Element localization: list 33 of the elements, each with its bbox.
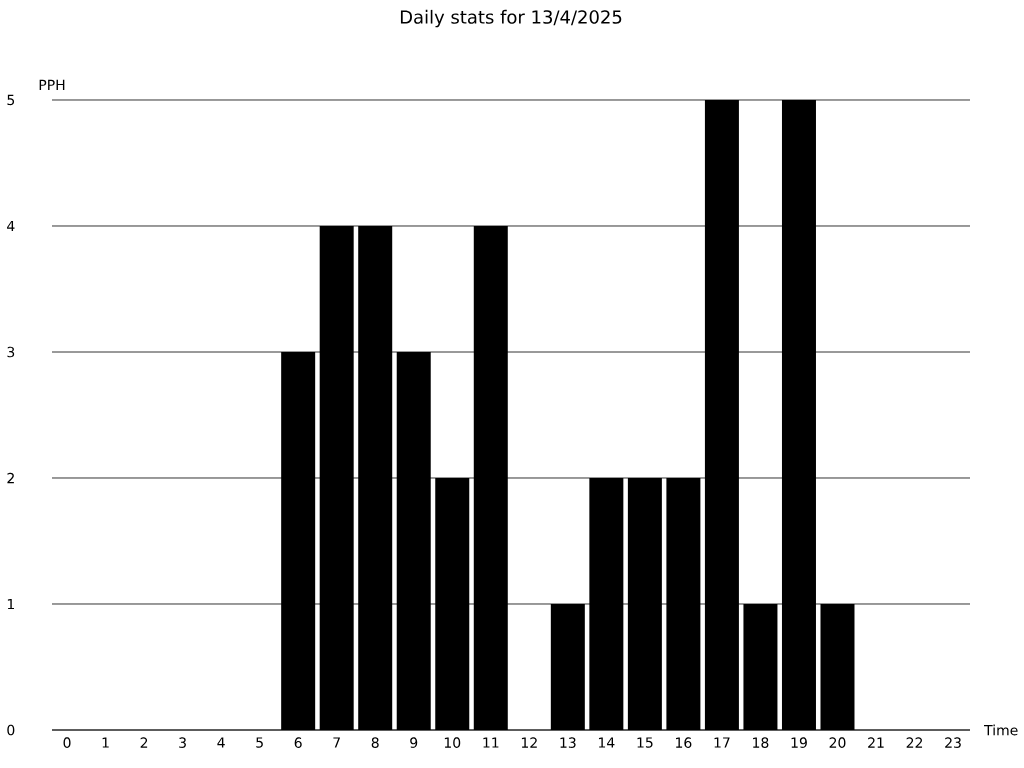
x-tick-label: 21 xyxy=(868,737,884,748)
y-tick-label: 4 xyxy=(7,220,15,232)
x-tick-label: 11 xyxy=(483,737,499,748)
x-tick-label: 23 xyxy=(945,737,961,748)
x-tick-label: 18 xyxy=(753,737,769,748)
x-tick-label: 2 xyxy=(140,737,148,748)
x-tick-label: 3 xyxy=(179,737,186,748)
x-tick-label: 19 xyxy=(791,737,807,748)
chart-title: Daily stats for 13/4/2025 xyxy=(400,9,622,28)
x-tick-label: 20 xyxy=(829,737,846,748)
x-tick-label: 14 xyxy=(598,737,615,748)
x-tick-label: 8 xyxy=(371,737,379,748)
x-tick-label: 4 xyxy=(217,737,225,748)
y-tick-label: 3 xyxy=(7,346,15,358)
x-tick-label: 17 xyxy=(714,737,730,748)
y-tick-label: 1 xyxy=(7,598,14,610)
x-tick-label: 22 xyxy=(906,737,923,748)
x-tick-label: 7 xyxy=(333,737,340,748)
x-tick-label: 12 xyxy=(521,737,537,748)
x-tick-label: 9 xyxy=(410,737,418,748)
x-tick-label: 13 xyxy=(560,737,576,748)
y-axis-title: PPH xyxy=(39,79,65,90)
y-tick-label: 2 xyxy=(7,472,14,484)
x-tick-label: 6 xyxy=(294,737,302,748)
x-tick-label: 15 xyxy=(637,737,653,748)
y-tick-label: 0 xyxy=(7,724,15,736)
x-tick-label: 10 xyxy=(444,737,461,748)
x-tick-label: 1 xyxy=(102,737,109,748)
x-tick-label: 0 xyxy=(63,737,71,748)
x-tick-label: 16 xyxy=(676,737,692,748)
x-tick-label: 5 xyxy=(256,737,263,748)
x-axis-title: Time xyxy=(984,724,1018,736)
y-tick-label: 5 xyxy=(7,94,15,106)
